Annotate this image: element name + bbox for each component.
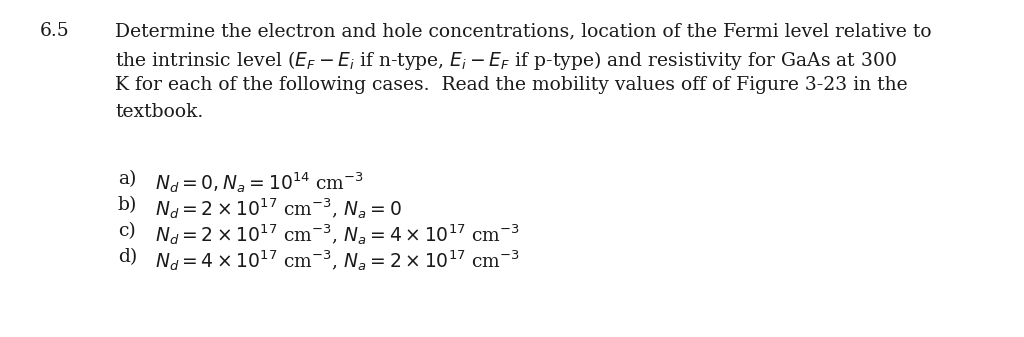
Text: $N_d = 2 \times 10^{17}$ cm$^{-3}$, $N_a = 0$: $N_d = 2 \times 10^{17}$ cm$^{-3}$, $N_a…: [155, 196, 401, 221]
Text: textbook.: textbook.: [115, 103, 203, 121]
Text: a): a): [118, 170, 136, 188]
Text: the intrinsic level ($E_F - E_i$ if n-type, $E_i - E_F$ if p-type) and resistivi: the intrinsic level ($E_F - E_i$ if n-ty…: [115, 49, 897, 72]
Text: $N_d = 2 \times 10^{17}$ cm$^{-3}$, $N_a = 4 \times 10^{17}$ cm$^{-3}$: $N_d = 2 \times 10^{17}$ cm$^{-3}$, $N_a…: [155, 222, 520, 247]
Text: 6.5: 6.5: [40, 22, 70, 40]
Text: Determine the electron and hole concentrations, location of the Fermi level rela: Determine the electron and hole concentr…: [115, 22, 932, 40]
Text: K for each of the following cases.  Read the mobility values off of Figure 3-23 : K for each of the following cases. Read …: [115, 76, 907, 94]
Text: b): b): [118, 196, 137, 214]
Text: $N_d = 0, N_a = 10^{14}$ cm$^{-3}$: $N_d = 0, N_a = 10^{14}$ cm$^{-3}$: [155, 170, 365, 195]
Text: $N_d = 4 \times 10^{17}$ cm$^{-3}$, $N_a = 2 \times 10^{17}$ cm$^{-3}$: $N_d = 4 \times 10^{17}$ cm$^{-3}$, $N_a…: [155, 248, 520, 273]
Text: d): d): [118, 248, 137, 266]
Text: c): c): [118, 222, 136, 240]
